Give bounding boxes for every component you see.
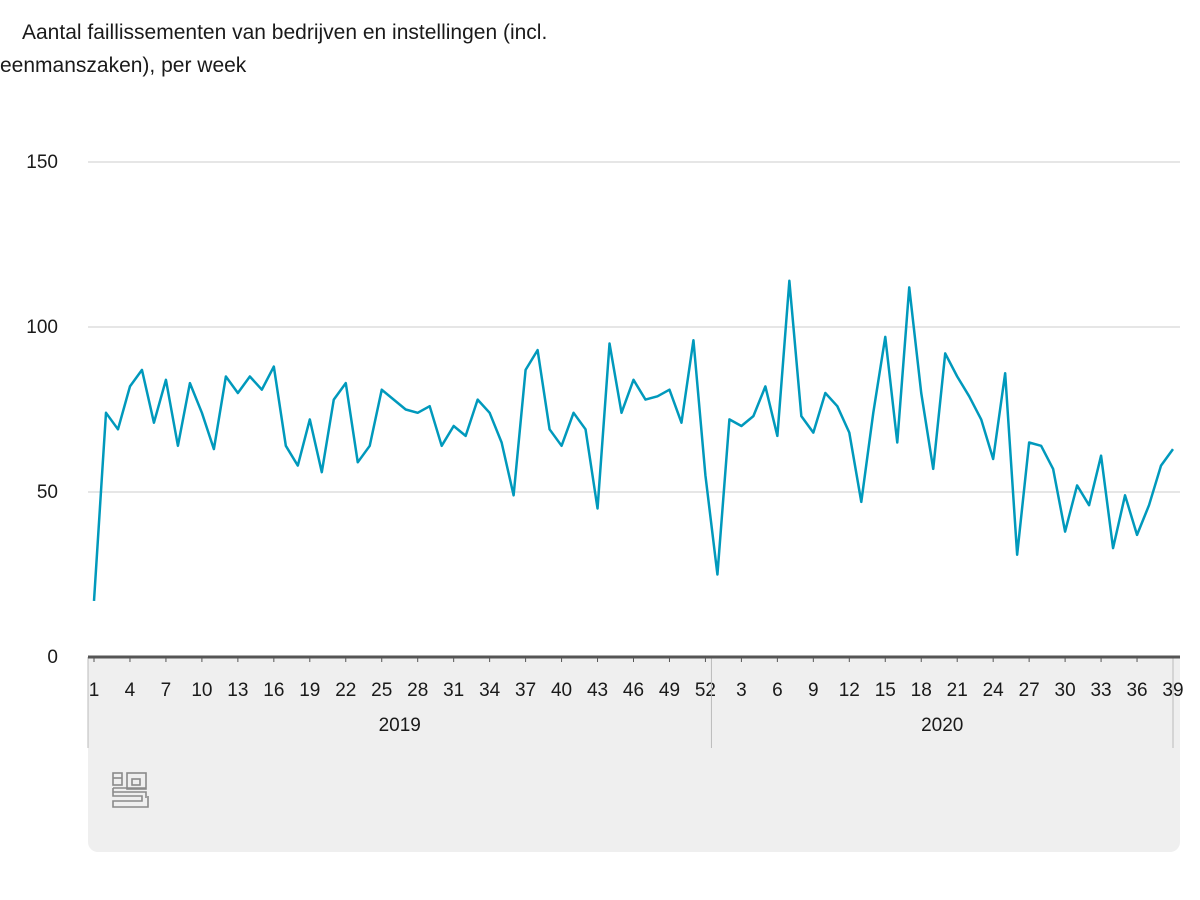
x-tick-label: 28 [407, 680, 428, 701]
axis-panel [88, 657, 1180, 852]
x-tick-label: 40 [551, 680, 572, 701]
x-tick-label: 21 [947, 680, 968, 701]
x-tick-label: 22 [335, 680, 356, 701]
year-label: 2020 [921, 715, 963, 736]
y-tick-label: 0 [47, 647, 58, 668]
x-tick-label: 37 [515, 680, 536, 701]
x-tick-label: 13 [227, 680, 248, 701]
x-tick-label: 15 [875, 680, 896, 701]
x-tick-label: 49 [659, 680, 680, 701]
x-tick-label: 43 [587, 680, 608, 701]
x-tick-label: 3 [736, 680, 747, 701]
grid-lines [88, 161, 1180, 493]
y-tick-label: 150 [26, 152, 58, 173]
x-tick-label: 1 [89, 680, 100, 701]
x-tick-label: 36 [1126, 680, 1147, 701]
x-tick-label: 52 [695, 680, 716, 701]
x-tick-label: 24 [983, 680, 1005, 701]
x-tick-label: 10 [191, 680, 212, 701]
year-labels: 2019 2020 [87, 657, 1174, 748]
x-tick-label: 34 [479, 680, 501, 701]
chart-title: Aantal faillissementen van bedrijven en … [0, 21, 548, 77]
y-axis-labels: 0 50 100 150 [26, 152, 58, 668]
x-tick-label: 19 [299, 680, 320, 701]
x-tick-label: 27 [1019, 680, 1040, 701]
x-tick-label: 16 [263, 680, 284, 701]
year-label: 2019 [379, 715, 421, 736]
x-tick-label: 33 [1090, 680, 1111, 701]
x-tick-label: 31 [443, 680, 464, 701]
x-axis-labels: 1 4 7 10 13 16 19 22 25 28 31 34 37 40 43 46 49 52 3 6 9 12 15… [89, 657, 1184, 701]
y-tick-label: 50 [37, 482, 58, 503]
x-tick-label: 25 [371, 680, 392, 701]
x-tick-label: 18 [911, 680, 932, 701]
x-tick-label: 7 [161, 680, 172, 701]
x-tick-label: 30 [1055, 680, 1076, 701]
cbs-logo-icon [112, 772, 149, 808]
x-tick-label: 6 [772, 680, 783, 701]
y-tick-label: 100 [26, 317, 58, 338]
x-tick-label: 12 [839, 680, 860, 701]
axis-panel-top [88, 657, 1180, 677]
x-tick-label: 4 [125, 680, 136, 701]
x-tick-label: 9 [808, 680, 819, 701]
x-tick-label: 46 [623, 680, 644, 701]
series-line [92, 279, 1175, 601]
